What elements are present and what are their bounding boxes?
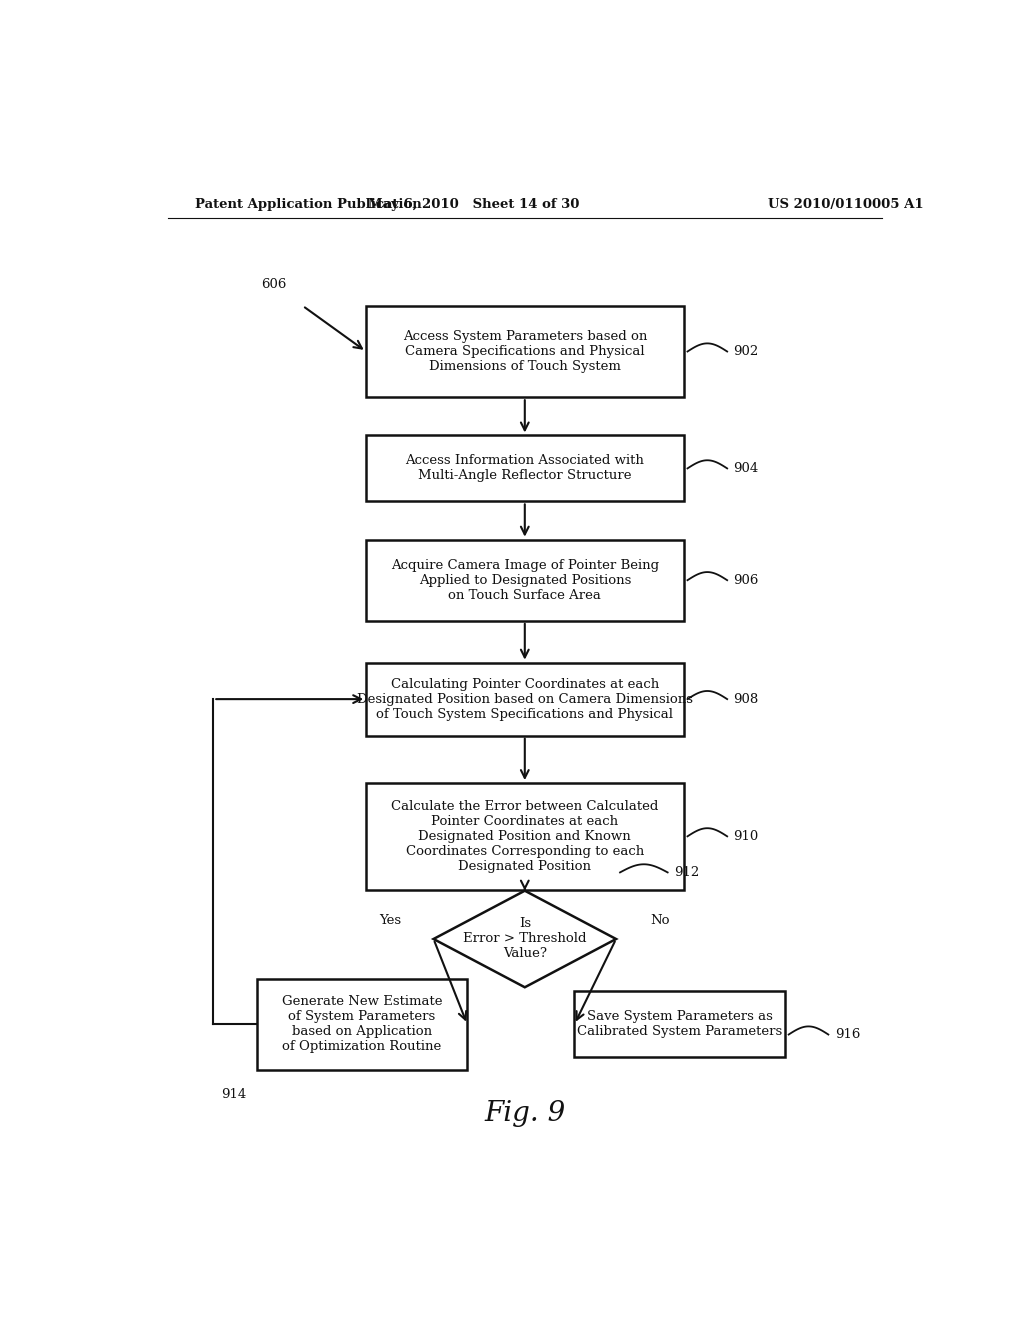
Text: 916: 916 <box>835 1028 860 1041</box>
FancyBboxPatch shape <box>574 991 784 1057</box>
Text: Fig. 9: Fig. 9 <box>484 1101 565 1127</box>
Text: Generate New Estimate
of System Parameters
based on Application
of Optimization : Generate New Estimate of System Paramete… <box>282 995 442 1053</box>
FancyBboxPatch shape <box>367 663 684 735</box>
Text: 904: 904 <box>733 462 759 475</box>
FancyBboxPatch shape <box>257 978 467 1071</box>
Text: 606: 606 <box>261 277 287 290</box>
Text: 906: 906 <box>733 574 759 586</box>
Text: 908: 908 <box>733 693 759 706</box>
Text: Patent Application Publication: Patent Application Publication <box>196 198 422 211</box>
Text: May 6, 2010   Sheet 14 of 30: May 6, 2010 Sheet 14 of 30 <box>368 198 579 211</box>
FancyBboxPatch shape <box>367 540 684 620</box>
FancyBboxPatch shape <box>367 306 684 397</box>
Text: Access System Parameters based on
Camera Specifications and Physical
Dimensions : Access System Parameters based on Camera… <box>402 330 647 374</box>
Text: Save System Parameters as
Calibrated System Parameters: Save System Parameters as Calibrated Sys… <box>577 1010 782 1039</box>
Text: 912: 912 <box>674 866 699 879</box>
Polygon shape <box>433 891 616 987</box>
Text: No: No <box>650 915 670 927</box>
Text: 914: 914 <box>221 1089 247 1101</box>
Text: Calculating Pointer Coordinates at each
Designated Position based on Camera Dime: Calculating Pointer Coordinates at each … <box>356 677 693 721</box>
FancyBboxPatch shape <box>367 783 684 890</box>
Text: Is
Error > Threshold
Value?: Is Error > Threshold Value? <box>463 917 587 961</box>
FancyBboxPatch shape <box>367 436 684 502</box>
Text: Acquire Camera Image of Pointer Being
Applied to Designated Positions
on Touch S: Acquire Camera Image of Pointer Being Ap… <box>391 558 658 602</box>
Text: Access Information Associated with
Multi-Angle Reflector Structure: Access Information Associated with Multi… <box>406 454 644 482</box>
Text: US 2010/0110005 A1: US 2010/0110005 A1 <box>768 198 924 211</box>
Text: 902: 902 <box>733 345 759 358</box>
Text: Calculate the Error between Calculated
Pointer Coordinates at each
Designated Po: Calculate the Error between Calculated P… <box>391 800 658 873</box>
Text: Yes: Yes <box>379 915 401 927</box>
Text: 910: 910 <box>733 830 759 843</box>
